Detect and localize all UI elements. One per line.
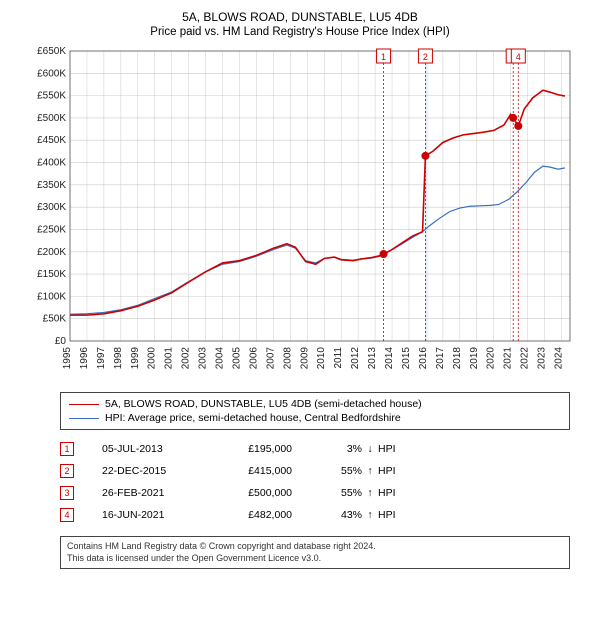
transaction-badge: 4: [60, 508, 74, 522]
svg-text:2024: 2024: [554, 347, 565, 370]
svg-text:£400K: £400K: [37, 158, 66, 169]
svg-text:2018: 2018: [452, 347, 463, 370]
svg-text:4: 4: [516, 52, 521, 62]
page-title: 5A, BLOWS ROAD, DUNSTABLE, LU5 4DB: [10, 10, 590, 24]
svg-text:2004: 2004: [215, 347, 226, 370]
attribution-footer: Contains HM Land Registry data © Crown c…: [60, 536, 570, 569]
svg-text:£100K: £100K: [37, 291, 66, 302]
svg-text:2001: 2001: [164, 347, 175, 370]
svg-text:2015: 2015: [401, 347, 412, 370]
transaction-delta: 55%: [322, 465, 362, 477]
transaction-price: £195,000: [222, 443, 322, 455]
svg-text:£50K: £50K: [43, 314, 67, 325]
arrow-up-icon: ↑: [362, 487, 378, 499]
transaction-date: 05-JUL-2013: [102, 443, 222, 455]
svg-text:1997: 1997: [96, 347, 107, 370]
transaction-date: 22-DEC-2015: [102, 465, 222, 477]
svg-text:2019: 2019: [469, 347, 480, 370]
transaction-price: £482,000: [222, 509, 322, 521]
price-chart: £0 £50K £100K £150K £200K £250K £300K £350K £400…: [20, 46, 580, 386]
arrow-down-icon: ↓: [362, 443, 378, 455]
svg-text:2017: 2017: [435, 347, 446, 370]
transactions-table: 105-JUL-2013£195,0003%↓HPI222-DEC-2015£4…: [60, 438, 590, 526]
transaction-suffix: HPI: [378, 509, 408, 521]
transaction-badge: 3: [60, 486, 74, 500]
svg-text:2011: 2011: [333, 347, 344, 369]
svg-text:2016: 2016: [418, 347, 429, 370]
footer-line: Contains HM Land Registry data © Crown c…: [67, 541, 563, 553]
svg-text:1995: 1995: [62, 347, 73, 370]
svg-text:2003: 2003: [198, 347, 209, 370]
transaction-suffix: HPI: [378, 443, 408, 455]
svg-text:£500K: £500K: [37, 113, 66, 124]
svg-text:2014: 2014: [384, 347, 395, 370]
svg-text:2005: 2005: [231, 347, 242, 370]
legend-swatch: [69, 404, 99, 405]
page-subtitle: Price paid vs. HM Land Registry's House …: [10, 26, 590, 38]
transaction-delta: 55%: [322, 487, 362, 499]
legend-item: 5A, BLOWS ROAD, DUNSTABLE, LU5 4DB (semi…: [69, 397, 561, 411]
transaction-delta: 43%: [322, 509, 362, 521]
svg-text:1996: 1996: [79, 347, 90, 370]
svg-text:1: 1: [381, 52, 386, 62]
legend-swatch: [69, 418, 99, 419]
svg-text:£450K: £450K: [37, 135, 66, 146]
svg-text:2007: 2007: [265, 347, 276, 370]
legend-label: 5A, BLOWS ROAD, DUNSTABLE, LU5 4DB (semi…: [105, 398, 422, 410]
svg-text:£0: £0: [55, 336, 67, 347]
svg-text:2010: 2010: [316, 347, 327, 370]
transaction-row: 1 05-JUL-2013£195,0003%↓HPI: [60, 438, 590, 460]
transaction-date: 26-FEB-2021: [102, 487, 222, 499]
chart-container: £0 £50K £100K £150K £200K £250K £300K £350K £400…: [20, 46, 580, 386]
legend-item: HPI: Average price, semi-detached house,…: [69, 411, 561, 425]
svg-text:£350K: £350K: [37, 180, 66, 191]
transaction-price: £500,000: [222, 487, 322, 499]
svg-text:2013: 2013: [367, 347, 378, 370]
svg-text:2008: 2008: [282, 347, 293, 370]
svg-text:2009: 2009: [299, 347, 310, 370]
svg-text:£150K: £150K: [37, 269, 66, 280]
transaction-delta: 3%: [322, 443, 362, 455]
svg-text:1999: 1999: [130, 347, 141, 370]
transaction-row: 3 26-FEB-2021£500,00055%↑HPI: [60, 482, 590, 504]
footer-line: This data is licensed under the Open Gov…: [67, 553, 563, 565]
svg-text:2020: 2020: [486, 347, 497, 370]
svg-text:2021: 2021: [503, 347, 514, 370]
svg-text:1998: 1998: [113, 347, 124, 370]
svg-text:2022: 2022: [520, 347, 531, 370]
svg-text:£600K: £600K: [37, 68, 66, 79]
arrow-up-icon: ↑: [362, 465, 378, 477]
svg-text:2000: 2000: [147, 347, 158, 370]
svg-text:£550K: £550K: [37, 91, 66, 102]
transaction-suffix: HPI: [378, 487, 408, 499]
transaction-badge: 2: [60, 464, 74, 478]
svg-text:2023: 2023: [537, 347, 548, 370]
transaction-suffix: HPI: [378, 465, 408, 477]
transaction-row: 2 22-DEC-2015£415,00055%↑HPI: [60, 460, 590, 482]
svg-text:2002: 2002: [181, 347, 192, 370]
transaction-badge: 1: [60, 442, 74, 456]
svg-text:£200K: £200K: [37, 247, 66, 258]
transaction-row: 4 16-JUN-2021£482,00043%↑HPI: [60, 504, 590, 526]
svg-text:2: 2: [423, 52, 428, 62]
transaction-date: 16-JUN-2021: [102, 509, 222, 521]
svg-text:2012: 2012: [350, 347, 361, 370]
chart-legend: 5A, BLOWS ROAD, DUNSTABLE, LU5 4DB (semi…: [60, 392, 570, 430]
arrow-up-icon: ↑: [362, 509, 378, 521]
svg-text:£250K: £250K: [37, 224, 66, 235]
transaction-price: £415,000: [222, 465, 322, 477]
legend-label: HPI: Average price, semi-detached house,…: [105, 412, 401, 424]
svg-text:2006: 2006: [248, 347, 259, 370]
svg-text:£300K: £300K: [37, 202, 66, 213]
svg-text:£650K: £650K: [37, 46, 66, 57]
